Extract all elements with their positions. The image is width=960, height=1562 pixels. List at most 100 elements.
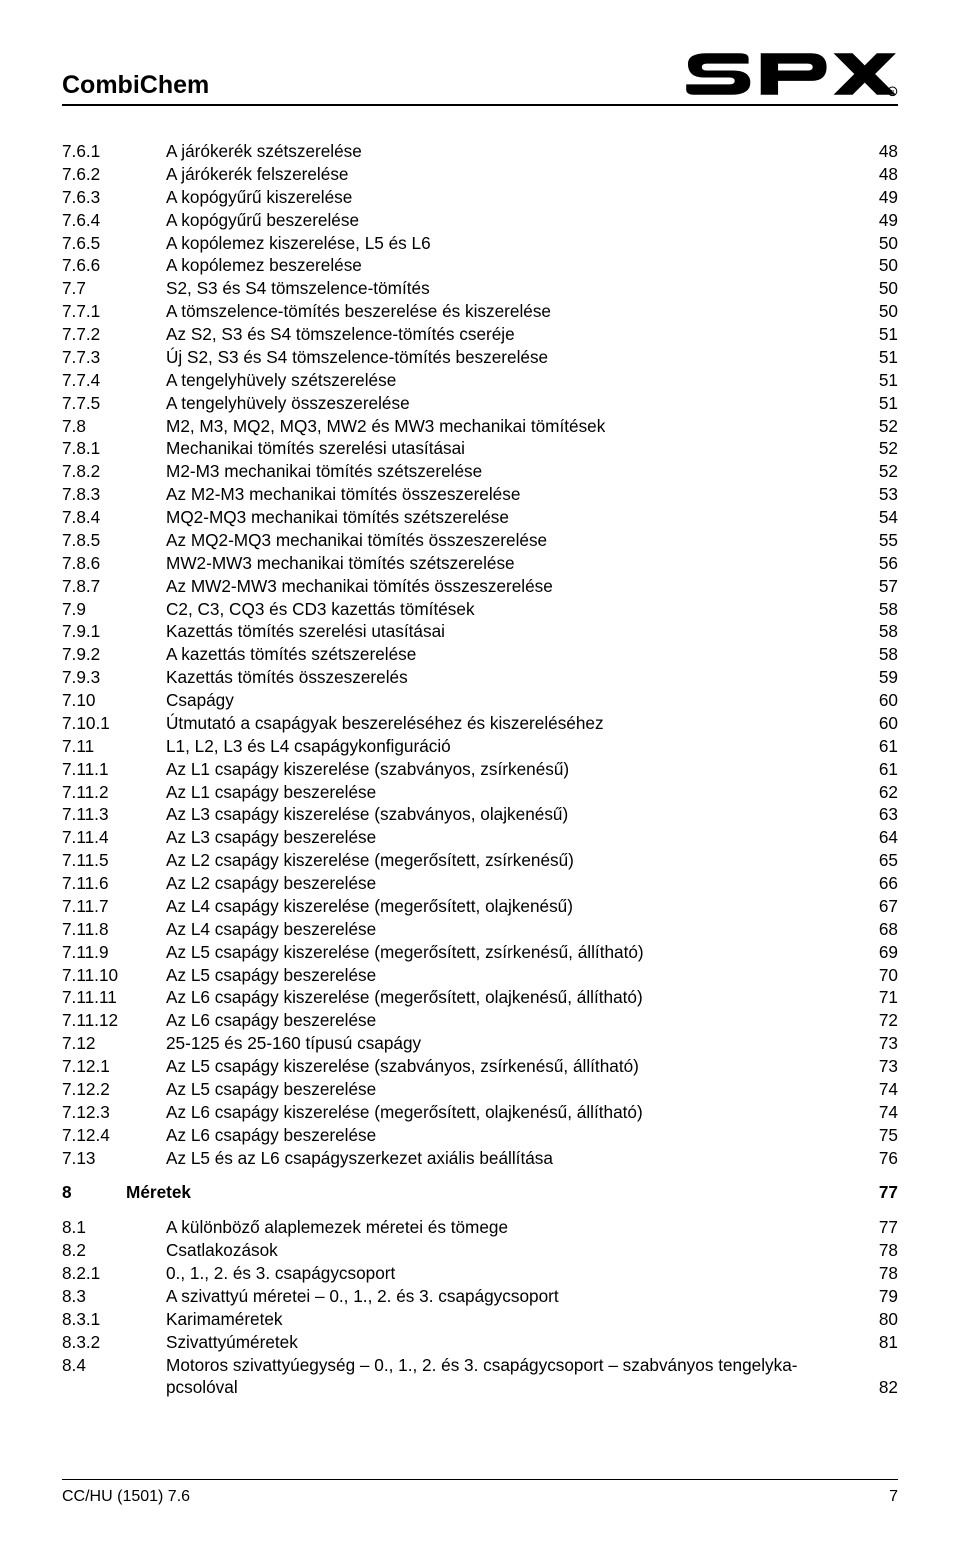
toc-page: 66 [858, 872, 898, 895]
toc-page: 64 [858, 826, 898, 849]
toc-number: 8.2 [62, 1239, 166, 1262]
toc-text: Az L6 csapágy kiszerelése (megerősített,… [166, 1101, 643, 1124]
toc-text: A tömszelence-tömítés beszerelése és kis… [166, 300, 551, 323]
toc-text: Az M2-M3 mechanikai tömítés összeszerelé… [166, 483, 520, 506]
toc-text: Az L5 csapágy kiszerelése (megerősített,… [166, 941, 644, 964]
footer-page-number: 7 [889, 1488, 898, 1506]
toc-entry: 7.7.1A tömszelence-tömítés beszerelése é… [62, 300, 898, 323]
toc-entry: 7.11L1, L2, L3 és L4 csapágykonfiguráció… [62, 735, 898, 758]
toc-text: Szivattyúméretek [166, 1331, 298, 1354]
toc-entry: 7.6.2A járókerék felszerelése48 [62, 163, 898, 186]
toc-entry: 7.11.9Az L5 csapágy kiszerelése (megerős… [62, 941, 898, 964]
toc-text: Az L5 csapágy beszerelése [166, 1078, 376, 1101]
toc-text: A kazettás tömítés szétszerelése [166, 643, 416, 666]
toc-number: 7.7.3 [62, 346, 166, 369]
toc-page: 48 [858, 163, 898, 186]
toc-text: S2, S3 és S4 tömszelence-tömítés [166, 277, 430, 300]
toc-entry: 7.11.8Az L4 csapágy beszerelése68 [62, 918, 898, 941]
toc-entry: 7.11.5Az L2 csapágy kiszerelése (megerős… [62, 849, 898, 872]
toc-text: Csatlakozások [166, 1239, 278, 1262]
toc-number: 7.10.1 [62, 712, 166, 735]
toc-page: 50 [858, 300, 898, 323]
toc-entry: 7.8.5Az MQ2-MQ3 mechanikai tömítés össze… [62, 529, 898, 552]
toc-page: 53 [858, 483, 898, 506]
toc-number: 7.9.2 [62, 643, 166, 666]
toc-page: 51 [858, 392, 898, 415]
toc-page: 52 [858, 437, 898, 460]
toc-entry: 7.6.5A kopólemez kiszerelése, L5 és L650 [62, 232, 898, 255]
toc-page: 76 [858, 1147, 898, 1170]
toc-number: 7.11.12 [62, 1009, 166, 1032]
toc-page: 68 [858, 918, 898, 941]
toc-number: 8.1 [62, 1216, 166, 1239]
toc-number: 7.11.6 [62, 872, 166, 895]
toc-number: 7.7.5 [62, 392, 166, 415]
toc-entry: 7.7.5A tengelyhüvely összeszerelése51 [62, 392, 898, 415]
toc-text: Az L6 csapágy beszerelése [166, 1009, 376, 1032]
toc-entry: 7.12.1Az L5 csapágy kiszerelése (szabván… [62, 1055, 898, 1078]
toc-number: 7.8.6 [62, 552, 166, 575]
toc-text: Az L2 csapágy kiszerelése (megerősített,… [166, 849, 574, 872]
toc-text: Útmutató a csapágyak beszereléséhez és k… [166, 712, 604, 735]
toc-text: Új S2, S3 és S4 tömszelence-tömítés besz… [166, 346, 548, 369]
toc-text: Az L1 csapágy kiszerelése (szabványos, z… [166, 758, 569, 781]
toc-page: 70 [858, 964, 898, 987]
toc-page: 51 [858, 369, 898, 392]
toc-entry: 8Méretek77 [62, 1181, 898, 1204]
toc-number: 8.3 [62, 1285, 166, 1308]
toc-number: 7.11.11 [62, 986, 166, 1009]
toc-text: M2-M3 mechanikai tömítés szétszerelése [166, 460, 482, 483]
toc-number: 7.11 [62, 735, 166, 758]
toc-entry: 7.11.3Az L3 csapágy kiszerelése (szabván… [62, 803, 898, 826]
toc-number: 7.6.2 [62, 163, 166, 186]
toc-page: 50 [858, 277, 898, 300]
toc-entry: 8.2Csatlakozások 78 [62, 1239, 898, 1262]
toc-text: M2, M3, MQ2, MQ3, MW2 és MW3 mechanikai … [166, 415, 605, 438]
toc-entry: 8.3A szivattyú méretei – 0., 1., 2. és 3… [62, 1285, 898, 1308]
toc-number: 8.3.1 [62, 1308, 166, 1331]
toc-page: 49 [858, 209, 898, 232]
toc-number: 7.9.3 [62, 666, 166, 689]
toc-page: 55 [858, 529, 898, 552]
toc-entry: 7.11.12Az L6 csapágy beszerelése 72 [62, 1009, 898, 1032]
toc-entry: 8.3.2Szivattyúméretek81 [62, 1331, 898, 1354]
toc-page: 75 [858, 1124, 898, 1147]
page-footer: CC/HU (1501) 7.6 7 [62, 1479, 898, 1506]
toc-number: 7.10 [62, 689, 166, 712]
toc-text: Karimaméretek [166, 1308, 283, 1331]
toc-text: Az L3 csapágy kiszerelése (szabványos, o… [166, 803, 568, 826]
toc-number: 7.9 [62, 598, 166, 621]
toc-page: 54 [858, 506, 898, 529]
toc-number: 7.11.8 [62, 918, 166, 941]
toc-page: 74 [858, 1078, 898, 1101]
toc-page: 57 [858, 575, 898, 598]
toc-text: Az L5 csapágy kiszerelése (szabványos, z… [166, 1055, 639, 1078]
toc-entry: 7.1225-125 és 25-160 típusú csapágy73 [62, 1032, 898, 1055]
toc-entry: 7.11.6Az L2 csapágy beszerelése66 [62, 872, 898, 895]
toc-text: C2, C3, CQ3 és CD3 kazettás tömítések [166, 598, 475, 621]
toc-number: 7.11.7 [62, 895, 166, 918]
footer-left: CC/HU (1501) 7.6 [62, 1488, 190, 1506]
toc-entry: 7.7.2Az S2, S3 és S4 tömszelence-tömítés… [62, 323, 898, 346]
toc-page: 73 [858, 1055, 898, 1078]
toc-number: 7.6.5 [62, 232, 166, 255]
toc-entry: 7.7S2, S3 és S4 tömszelence-tömítés50 [62, 277, 898, 300]
toc-page: 77 [858, 1216, 898, 1239]
toc-text: Az L5 és az L6 csapágyszerkezet axiális … [166, 1147, 553, 1170]
toc-page: 72 [858, 1009, 898, 1032]
toc-number: 7.11.9 [62, 941, 166, 964]
toc-text: Az L6 csapágy kiszerelése (megerősített,… [166, 986, 643, 1009]
toc-entry: 7.9.2A kazettás tömítés szétszerelése58 [62, 643, 898, 666]
toc-entry: 7.12.3Az L6 csapágy kiszerelése (megerős… [62, 1101, 898, 1124]
document-title: CombiChem [62, 71, 209, 100]
toc-page: 65 [858, 849, 898, 872]
toc-entry: 7.9C2, C3, CQ3 és CD3 kazettás tömítések… [62, 598, 898, 621]
toc-number: 7.8.3 [62, 483, 166, 506]
toc-entry: 8.2.10., 1., 2. és 3. csapágycsoport78 [62, 1262, 898, 1285]
toc-number: 7.8.4 [62, 506, 166, 529]
toc-number: 7.8.1 [62, 437, 166, 460]
toc-entry: 7.6.1A járókerék szétszerelése48 [62, 140, 898, 163]
toc-page: 78 [858, 1239, 898, 1262]
toc-number: 7.8.2 [62, 460, 166, 483]
toc-entry-cont: pcsolóval82 [62, 1376, 898, 1399]
